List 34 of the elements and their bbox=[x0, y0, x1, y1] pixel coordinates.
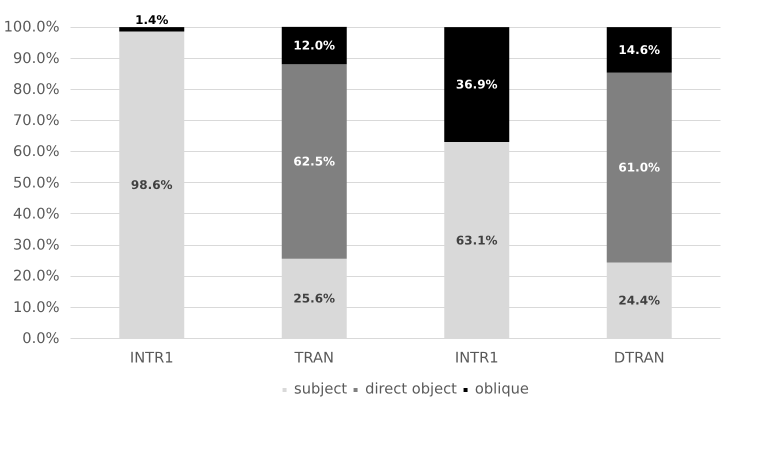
legend-label: subject bbox=[294, 380, 348, 398]
bar bbox=[606, 27, 672, 73]
data-label: 36.9% bbox=[456, 78, 498, 92]
bar bbox=[606, 72, 672, 263]
bar bbox=[282, 26, 347, 64]
y-tick-label: 0.0% bbox=[22, 330, 60, 347]
data-label: 25.6% bbox=[293, 292, 336, 306]
y-tick-label: 100.0% bbox=[4, 18, 60, 36]
y-tick-label: 60.0% bbox=[12, 143, 60, 160]
data-label: 63.1% bbox=[456, 233, 498, 248]
data-label: 62.5% bbox=[293, 154, 336, 169]
data-label: 1.4% bbox=[135, 13, 168, 28]
y-tick-label: 90.0% bbox=[12, 50, 60, 67]
data-label: 98.6% bbox=[130, 178, 173, 192]
x-tick-label: DTRAN bbox=[614, 350, 665, 366]
data-label: 61.0% bbox=[618, 160, 660, 175]
y-tick-label: 50.0% bbox=[12, 174, 60, 192]
y-tick-label: 70.0% bbox=[12, 112, 60, 130]
x-tick-label: INTR1 bbox=[130, 350, 174, 366]
bar bbox=[119, 27, 184, 32]
bar bbox=[282, 64, 347, 259]
legend-label: oblique bbox=[474, 380, 529, 398]
y-tick-label: 30.0% bbox=[12, 236, 60, 254]
data-label: 24.4% bbox=[618, 294, 660, 308]
bar bbox=[444, 27, 510, 142]
y-tick-label: 80.0% bbox=[12, 80, 60, 98]
y-tick-label: 10.0% bbox=[12, 298, 60, 316]
y-tick-label: 20.0% bbox=[12, 268, 60, 285]
data-label: 14.6% bbox=[618, 42, 660, 57]
x-tick-label: TRAN bbox=[293, 350, 334, 366]
y-tick-label: 40.0% bbox=[12, 205, 60, 222]
legend-label: direct object bbox=[365, 380, 457, 398]
x-tick-label: INTR1 bbox=[454, 350, 499, 366]
data-label: 12.0% bbox=[293, 38, 336, 53]
